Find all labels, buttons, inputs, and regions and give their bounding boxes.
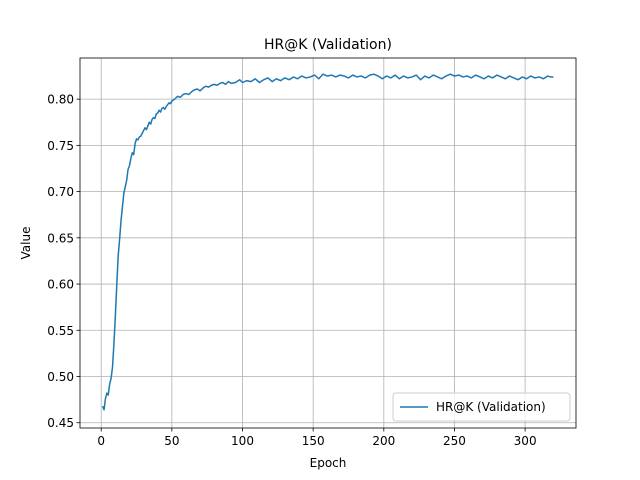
y-axis-label: Value: [19, 227, 33, 260]
x-tick-label: 150: [302, 434, 325, 448]
y-tick-label: 0.75: [47, 139, 74, 153]
chart-title: HR@K (Validation): [264, 37, 392, 53]
plot-area: [80, 58, 576, 428]
y-tick-label: 0.60: [47, 278, 74, 292]
y-tick-label: 0.80: [47, 93, 74, 107]
x-tick-label: 0: [97, 434, 105, 448]
legend-box: [392, 392, 571, 422]
grid: [80, 58, 576, 428]
legend-label: HR@K (Validation): [436, 400, 546, 414]
y-tick-label: 0.65: [47, 231, 74, 245]
x-tick-label: 50: [164, 434, 179, 448]
legend: HR@K (Validation): [392, 392, 571, 422]
y-axis: 0.45 0.50 0.55 0.60 0.65 0.70 0.75 0.80: [47, 93, 80, 430]
x-axis-label: Epoch: [310, 456, 347, 470]
y-tick-label: 0.55: [47, 324, 74, 338]
x-tick-label: 200: [372, 434, 395, 448]
y-tick-label: 0.45: [47, 416, 74, 430]
series-layer: [101, 73, 554, 411]
x-axis: 0 50 100 150 200 250 300: [97, 428, 537, 448]
x-tick-label: 250: [443, 434, 466, 448]
y-tick-label: 0.70: [47, 185, 74, 199]
x-tick-label: 100: [231, 434, 254, 448]
series-line-0: [101, 73, 554, 411]
y-tick-label: 0.50: [47, 370, 74, 384]
axes-frame: [79, 57, 577, 429]
x-tick-label: 300: [514, 434, 537, 448]
